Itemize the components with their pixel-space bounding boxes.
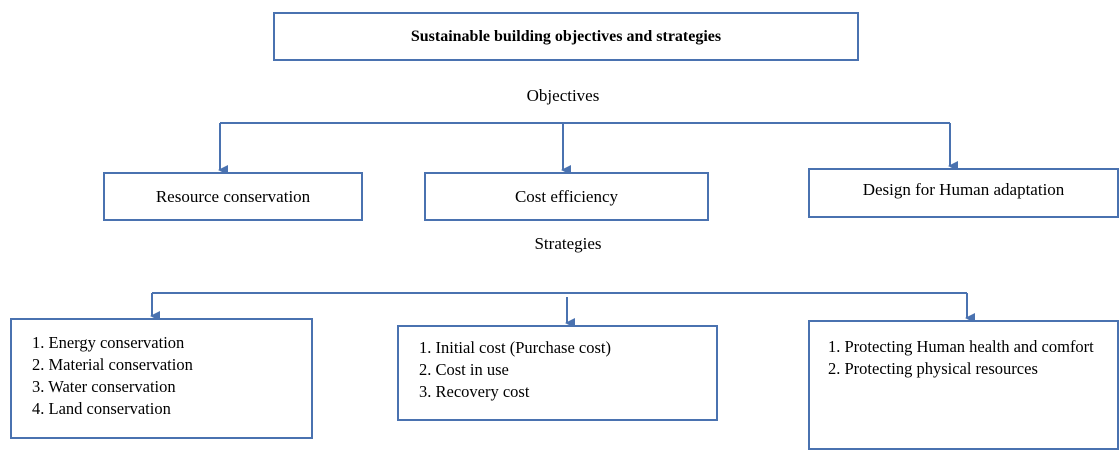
objective-box: Cost efficiency — [424, 172, 709, 221]
title-box: Sustainable building objectives and stra… — [273, 12, 859, 61]
strategy-item: 1. Energy conservation — [32, 333, 185, 352]
objective-box: Resource conservation — [103, 172, 363, 221]
strategy-box: 1. Protecting Human health and comfort 2.… — [808, 320, 1119, 450]
strategy-box: 1. Energy conservation 2. Material conser… — [10, 318, 313, 439]
strategy-item: 2. Protecting physical resources — [828, 359, 1038, 378]
objective-box: Design for Human adaptation — [808, 168, 1119, 218]
objective: Resource conservation — [155, 186, 311, 206]
objective: Design for Human adaptation — [862, 180, 1065, 199]
objectives-label: Objectives — [526, 86, 600, 105]
strategy-item: 1. Protecting Human health and comfort — [828, 337, 1094, 356]
strategy-box: 1. Initial cost (Purchase cost) 2. Cost i… — [397, 325, 718, 421]
strategies-label: Strategies — [534, 234, 602, 253]
objective: Cost efficiency — [514, 186, 619, 206]
strategy-item: 4. Land conservation — [32, 399, 171, 418]
strategy-item: 2. Material conservation — [32, 355, 193, 374]
title: Sustainable building objectives and stra… — [410, 27, 722, 45]
strategy-item: 3. Water conservation — [32, 377, 176, 396]
strategy-item: 3. Recovery cost — [419, 382, 530, 401]
strategy-item: 1. Initial cost (Purchase cost) — [419, 338, 611, 357]
strategy-item: 2. Cost in use — [419, 360, 509, 379]
